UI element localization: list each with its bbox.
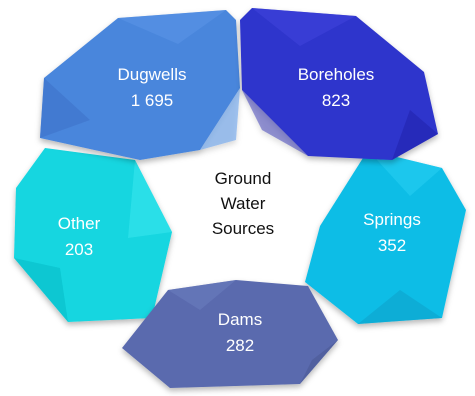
segment-dugwells-facet-top [118,10,226,44]
segment-dugwells: Dugwells 1 695 [40,10,240,160]
segment-dugwells-value: 1 695 [131,91,174,110]
segment-dugwells-facet-light [200,88,240,150]
segment-other: Other 203 [14,148,172,322]
segment-dams: Dams 282 [122,280,338,388]
segment-other-value: 203 [65,240,93,259]
segment-boreholes: Boreholes 823 [240,8,438,160]
segment-other-facet-dark [14,258,68,322]
center-title-line-3: Sources [212,219,274,238]
segment-dams-facet-dark [300,340,338,384]
segment-other-facet-light [128,160,172,238]
segment-dugwells-shape [40,10,240,160]
center-title-line-2: Water [221,194,266,213]
segment-dams-label: Dams [218,310,262,329]
segment-springs: Springs 352 [305,150,466,324]
segment-boreholes-label: Boreholes [298,65,375,84]
segment-boreholes-facet-light [252,8,356,46]
segment-dugwells-facet-dark [40,78,90,138]
segment-springs-shape [305,150,466,324]
segment-springs-facet-dark [358,290,442,324]
segment-boreholes-facet-inner [242,90,308,156]
segment-springs-value: 352 [378,236,406,255]
segment-boreholes-facet-dark [392,110,438,160]
segment-dugwells-label: Dugwells [118,65,187,84]
segment-springs-label: Springs [363,210,421,229]
segment-dams-facet-light [168,280,236,310]
center-title: Ground Water Sources [212,169,274,238]
segment-springs-facet-light [368,150,442,196]
segment-boreholes-shape [240,8,438,160]
segment-other-label: Other [58,214,101,233]
segment-dams-value: 282 [226,336,254,355]
segment-boreholes-value: 823 [322,91,350,110]
segment-dams-shape [122,280,338,388]
center-title-line-1: Ground [215,169,272,188]
